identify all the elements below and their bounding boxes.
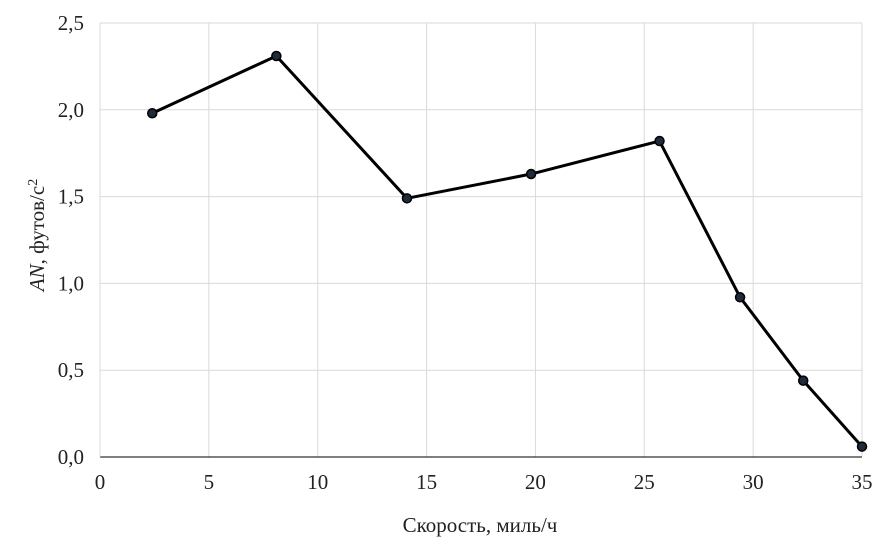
x-tick-label: 5	[204, 470, 215, 494]
data-point	[736, 293, 745, 302]
data-point	[799, 376, 808, 385]
gridlines	[100, 23, 862, 457]
y-axis-label: AN, футов/с2	[25, 179, 49, 293]
y-axis-label-symbol: AN	[25, 263, 49, 293]
x-tick-label: 0	[95, 470, 106, 494]
y-axis-label-exponent: 2	[26, 179, 41, 186]
y-tick-label: 0,0	[58, 445, 84, 469]
x-tick-label: 35	[852, 470, 873, 494]
x-tick-labels: 0 5 10 15 20 25 30 35	[95, 470, 873, 494]
x-tick-label: 20	[525, 470, 546, 494]
x-axis-label: Скорость, миль/ч	[403, 513, 558, 537]
x-tick-label: 15	[416, 470, 437, 494]
x-tick-label: 10	[307, 470, 328, 494]
x-tick-label: 30	[743, 470, 764, 494]
x-tick-label: 25	[634, 470, 655, 494]
y-tick-label: 1,5	[58, 185, 84, 209]
y-tick-labels: 0,0 0,5 1,0 1,5 2,0 2,5	[58, 11, 84, 469]
y-tick-label: 2,0	[58, 98, 84, 122]
data-point	[858, 442, 867, 451]
y-axis-label-unit: , футов/с	[25, 186, 49, 265]
data-point	[272, 51, 281, 60]
axes	[100, 23, 862, 457]
y-tick-label: 0,5	[58, 358, 84, 382]
data-point	[148, 109, 157, 118]
series	[148, 51, 867, 451]
data-point	[402, 194, 411, 203]
data-point	[655, 137, 664, 146]
series-line	[152, 56, 862, 447]
y-tick-label: 2,5	[58, 11, 84, 35]
data-point	[527, 170, 536, 179]
y-tick-label: 1,0	[58, 271, 84, 295]
